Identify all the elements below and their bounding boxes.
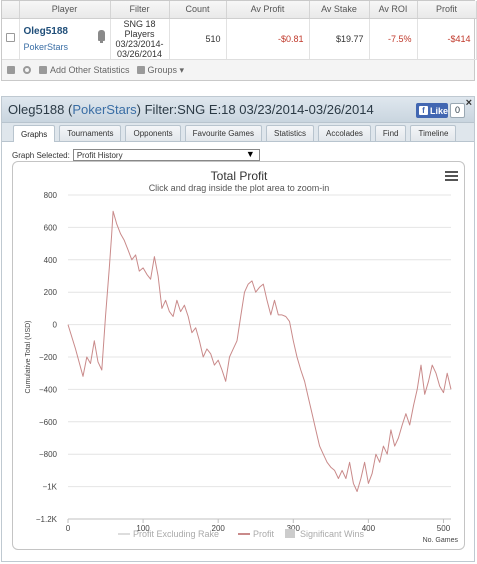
legend-item[interactable]: Profit Excluding Rake (133, 529, 219, 539)
tab-accolades[interactable]: Accolades (318, 125, 371, 141)
chart-menu-icon[interactable] (445, 171, 458, 181)
filter-cell: SNG 18 Players 03/23/2014- 03/26/2014 (110, 18, 170, 60)
stats-grid: Player Filter Count Av Profit Av Stake A… (2, 1, 477, 60)
facebook-icon: f (419, 106, 428, 115)
add-statistics-button[interactable]: Add Other Statistics (39, 65, 130, 75)
tab-find[interactable]: Find (374, 125, 407, 141)
add-statistics-label: Add Other Statistics (50, 65, 130, 75)
trash-icon[interactable] (7, 66, 15, 74)
chart-title: Total Profit (211, 169, 268, 183)
y-tick-label: −400 (39, 385, 58, 394)
header-select (2, 1, 20, 19)
y-tick-label: −600 (39, 418, 58, 427)
x-tick-label: 400 (362, 524, 376, 533)
add-icon (39, 66, 47, 74)
close-icon[interactable]: × (465, 97, 472, 109)
profit-series-line (67, 210, 452, 492)
x-axis-label: No. Games (423, 537, 459, 544)
pin-icon[interactable] (97, 29, 105, 43)
x-tick-label: 100 (136, 524, 150, 533)
groups-button[interactable]: Groups ▾ (136, 64, 185, 76)
panel-site-link[interactable]: PokerStars (72, 102, 137, 117)
y-tick-label: 800 (44, 191, 58, 200)
panel-title: Oleg5188 (PokerStars) Filter:SNG E:18 03… (2, 97, 474, 123)
tab-favourite-games[interactable]: Favourite Games (184, 125, 262, 141)
x-tick-label: 500 (437, 524, 451, 533)
panel-tabs: Graphs Tournaments Opponents Favourite G… (2, 123, 474, 142)
x-tick-label: 200 (212, 524, 226, 533)
graph-select-dropdown[interactable]: Profit History ▼ (72, 149, 260, 161)
graph-select-value: Profit History (76, 150, 123, 160)
y-tick-label: −1.2K (36, 515, 58, 524)
count-cell: 510 (169, 18, 227, 60)
header-av-profit[interactable]: Av Profit (226, 1, 310, 19)
row-select-cell (2, 18, 20, 60)
profit-cell: -$414 (417, 18, 477, 60)
y-tick-label: 600 (44, 223, 58, 232)
tab-timeline[interactable]: Timeline (410, 125, 457, 141)
groups-icon (136, 66, 145, 74)
player-name-link[interactable]: Oleg5188 (23, 25, 68, 37)
tab-tournaments[interactable]: Tournaments (59, 125, 122, 141)
player-graph-panel: Oleg5188 (PokerStars) Filter:SNG E:18 03… (1, 96, 475, 562)
stats-header-row: Player Filter Count Av Profit Av Stake A… (2, 1, 477, 19)
filter-line: 03/23/2014- (115, 38, 164, 49)
stats-toolbar: Add Other Statistics Groups ▾ (2, 59, 474, 80)
av-profit-cell: -$0.81 (226, 18, 310, 60)
row-checkbox[interactable] (5, 33, 15, 42)
chart-subtitle: Click and drag inside the plot area to z… (149, 183, 330, 193)
y-tick-label: 0 (53, 321, 58, 330)
panel-player-name: Oleg5188 (8, 102, 65, 117)
filter-line: Players (124, 28, 155, 39)
graph-selector-row: Graph Selected: Profit History ▼ (12, 149, 260, 161)
tab-statistics[interactable]: Statistics (265, 125, 314, 141)
groups-label: Groups ▾ (147, 64, 185, 75)
av-stake-cell: $19.77 (309, 18, 370, 60)
facebook-like-label: Like (429, 105, 448, 116)
header-player[interactable]: Player (19, 1, 111, 19)
y-tick-label: −200 (39, 353, 58, 362)
y-tick-label: 400 (44, 256, 58, 265)
header-av-roi[interactable]: Av ROI (369, 1, 418, 19)
av-roi-cell: -7.5% (369, 18, 418, 60)
graph-selected-label: Graph Selected: (12, 150, 70, 160)
header-av-stake[interactable]: Av Stake (309, 1, 370, 19)
player-cell: Oleg5188 PokerStars (19, 18, 111, 60)
player-stats-table: Player Filter Count Av Profit Av Stake A… (1, 0, 477, 81)
x-tick-label: 0 (66, 524, 71, 533)
header-filter[interactable]: Filter (110, 1, 170, 19)
header-count[interactable]: Count (169, 1, 227, 19)
profit-chart[interactable]: Total Profit Click and drag inside the pl… (12, 161, 465, 550)
y-tick-label: −1K (43, 483, 58, 492)
legend-swatch (285, 529, 295, 538)
tab-opponents[interactable]: Opponents (125, 125, 181, 141)
y-tick-label: −800 (39, 450, 58, 459)
tab-graphs[interactable]: Graphs (13, 125, 56, 142)
y-tick-label: 200 (44, 288, 58, 297)
dropdown-arrow-icon: ▼ (245, 149, 255, 159)
player-site-link[interactable]: PokerStars (23, 41, 69, 52)
legend-item[interactable]: Significant Wins (300, 529, 365, 539)
facebook-like-count: 0 (450, 103, 465, 118)
header-profit[interactable]: Profit (417, 1, 477, 19)
table-row: Oleg5188 PokerStars SNG 18 Players 03/23… (2, 18, 477, 60)
filter-line: 03/26/2014 (116, 48, 163, 59)
y-axis-label: Cumulative Total (USD) (25, 320, 32, 393)
refresh-icon[interactable] (23, 66, 31, 74)
facebook-like-button[interactable]: f Like (416, 103, 448, 118)
x-tick-label: 300 (287, 524, 301, 533)
legend-item[interactable]: Profit (253, 529, 275, 539)
panel-filter-text: Filter:SNG E:18 03/23/2014-03/26/2014 (144, 102, 374, 117)
filter-line: SNG 18 (123, 18, 156, 29)
